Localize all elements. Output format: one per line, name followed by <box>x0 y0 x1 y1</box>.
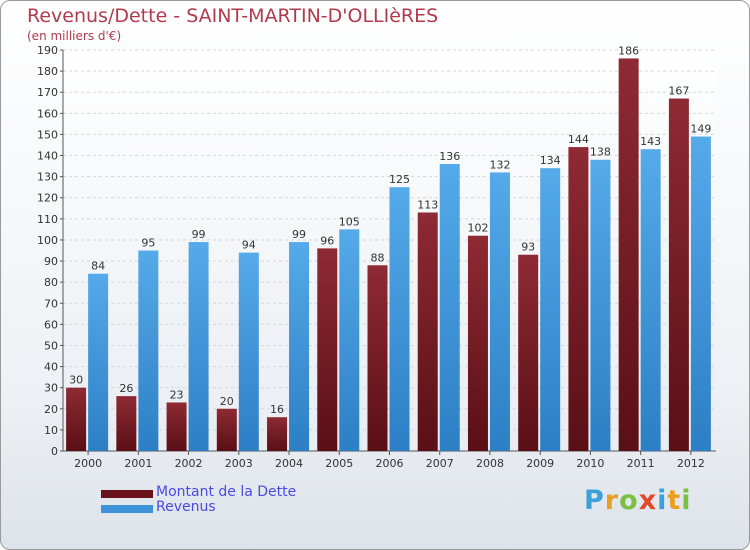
data-label-revenue: 134 <box>540 154 561 167</box>
y-tick-label: 50 <box>44 339 58 352</box>
x-tick-label: 2008 <box>476 457 504 470</box>
bar-revenue <box>188 242 209 451</box>
bar-debt <box>216 408 237 451</box>
bar-revenue <box>339 229 360 451</box>
legend-swatch-debt <box>101 490 153 498</box>
data-label-debt: 144 <box>568 133 589 146</box>
data-label-debt: 167 <box>668 85 689 98</box>
data-label-debt: 96 <box>320 234 334 247</box>
chart-title: Revenus/Dette - SAINT-MARTIN-D'OLLIèRES <box>27 5 439 27</box>
y-tick-label: 70 <box>44 297 58 310</box>
data-label-debt: 26 <box>119 382 133 395</box>
x-tick-label: 2003 <box>225 457 253 470</box>
x-tick-label: 2011 <box>627 457 655 470</box>
data-label-debt: 113 <box>417 199 438 212</box>
bar-debt <box>367 265 388 451</box>
y-tick-label: 40 <box>44 361 58 374</box>
data-label-revenue: 143 <box>640 135 661 148</box>
bar-revenue <box>540 168 561 452</box>
data-label-debt: 16 <box>270 403 284 416</box>
data-label-debt: 88 <box>371 251 385 264</box>
y-tick-label: 170 <box>37 86 58 99</box>
data-label-revenue: 149 <box>690 123 711 136</box>
data-label-revenue: 94 <box>242 239 256 252</box>
bar-revenue <box>489 172 510 451</box>
bar-debt <box>317 248 338 451</box>
data-label-debt: 93 <box>521 241 535 254</box>
data-label-debt: 30 <box>69 374 83 387</box>
y-tick-label: 120 <box>37 192 58 205</box>
bar-revenue <box>389 187 410 451</box>
bar-debt <box>267 417 288 451</box>
x-tick-label: 2001 <box>124 457 152 470</box>
data-label-revenue: 84 <box>91 260 105 273</box>
data-label-debt: 186 <box>618 44 639 57</box>
x-tick-label: 2004 <box>275 457 303 470</box>
x-tick-label: 2007 <box>426 457 454 470</box>
x-tick-label: 2009 <box>526 457 554 470</box>
x-tick-label: 2002 <box>175 457 203 470</box>
data-label-revenue: 99 <box>292 228 306 241</box>
bar-revenue <box>590 159 611 451</box>
data-label-debt: 23 <box>170 388 184 401</box>
legend-swatch-revenue <box>101 505 153 513</box>
bar-debt <box>518 254 539 451</box>
data-label-revenue: 136 <box>439 150 460 163</box>
bar-debt <box>417 212 438 451</box>
bar-revenue <box>138 250 159 451</box>
y-tick-label: 160 <box>37 107 58 120</box>
bar-chart: 0 10 20 30 40 50 60 70 80 90 100 110 120 130 140 150 160… <box>37 44 716 470</box>
x-tick-label: 2012 <box>677 457 705 470</box>
data-label-revenue: 125 <box>389 173 410 186</box>
legend-label-revenue: Revenus <box>156 499 216 515</box>
data-label-revenue: 138 <box>590 146 611 159</box>
y-tick-label: 90 <box>44 255 58 268</box>
bar-revenue <box>439 163 460 451</box>
y-tick-label: 150 <box>37 128 58 141</box>
bar-debt <box>467 235 488 451</box>
y-tick-label: 180 <box>37 65 58 78</box>
y-tick-label: 30 <box>44 382 58 395</box>
data-label-debt: 102 <box>467 222 488 235</box>
bar-debt <box>116 396 137 451</box>
data-label-revenue: 99 <box>192 228 206 241</box>
data-label-revenue: 105 <box>339 215 360 228</box>
data-label-revenue: 132 <box>489 158 510 171</box>
bar-revenue <box>690 136 711 451</box>
y-tick-label: 110 <box>37 213 58 226</box>
y-tick-label: 100 <box>37 234 58 247</box>
y-tick-label: 190 <box>37 44 58 57</box>
bar-revenue <box>88 273 109 451</box>
y-tick-label: 20 <box>44 403 58 416</box>
y-tick-label: 80 <box>44 276 58 289</box>
data-label-revenue: 95 <box>141 237 155 250</box>
bar-debt <box>568 147 589 451</box>
y-tick-label: 0 <box>51 445 58 458</box>
bar-debt <box>66 387 87 451</box>
bar-debt <box>166 402 187 451</box>
bar-revenue <box>640 149 661 451</box>
bar-debt <box>668 98 689 451</box>
x-tick-label: 2006 <box>376 457 404 470</box>
y-tick-label: 10 <box>44 424 58 437</box>
y-tick-label: 140 <box>37 150 58 163</box>
legend-label-debt: Montant de la Dette <box>156 484 297 500</box>
data-label-debt: 20 <box>220 395 234 408</box>
chart-subtitle: (en milliers d'€) <box>27 29 122 43</box>
x-tick-label: 2000 <box>74 457 102 470</box>
proxiti-logo: Proxiti <box>584 485 692 516</box>
bar-debt <box>618 58 639 451</box>
y-tick-label: 60 <box>44 318 58 331</box>
bar-revenue <box>238 252 259 451</box>
x-tick-label: 2005 <box>325 457 353 470</box>
x-tick-label: 2010 <box>576 457 604 470</box>
y-tick-label: 130 <box>37 171 58 184</box>
bar-revenue <box>289 242 310 451</box>
